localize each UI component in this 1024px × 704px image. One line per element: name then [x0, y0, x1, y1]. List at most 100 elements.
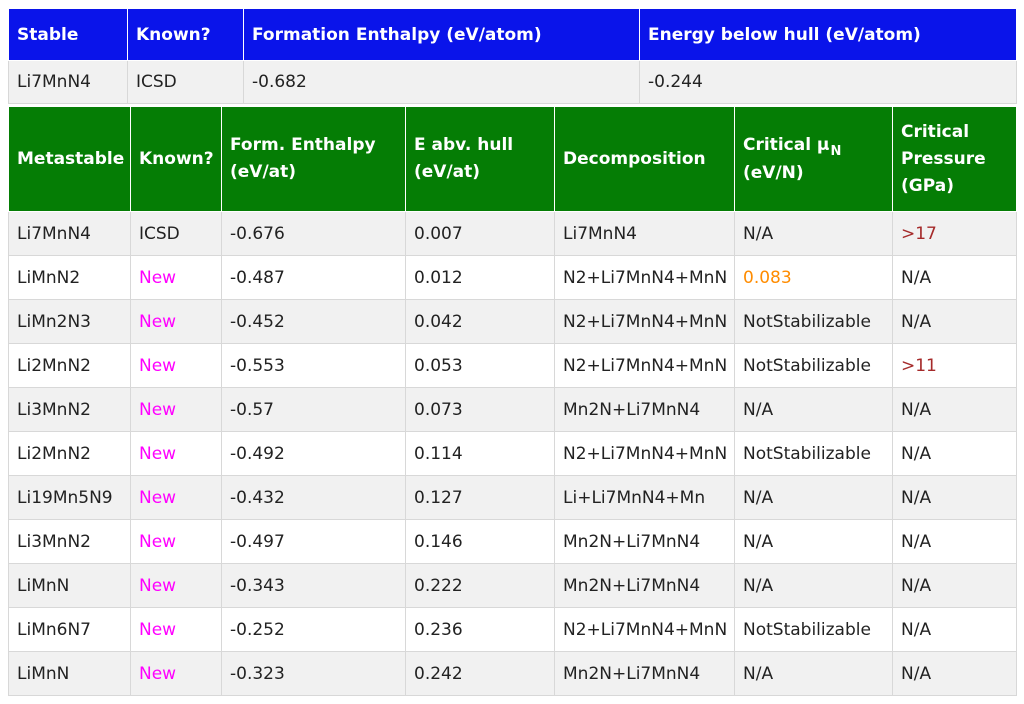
metastable-table: Metastable Known? Form. Enthalpy (eV/at)…	[8, 106, 1017, 696]
critical-pressure-line2: Pressure	[901, 148, 986, 169]
form-enthalpy-cell: -0.676	[221, 211, 406, 256]
stable-energy-below-hull: -0.244	[639, 60, 1017, 104]
critical-pressure-cell: >17	[892, 211, 1017, 256]
critical-mu-subscript: N	[830, 143, 842, 159]
known-cell: New	[130, 387, 222, 432]
e-abv-hull-cell: 0.222	[405, 563, 555, 608]
form-enthalpy-cell: -0.487	[221, 255, 406, 300]
critical-pressure-cell: N/A	[892, 431, 1017, 476]
meta-header-e-abv-hull: E abv. hull (eV/at)	[405, 106, 555, 212]
critical-mu-cell: N/A	[734, 211, 893, 256]
decomposition-cell: N2+Li7MnN4+MnN	[554, 607, 735, 652]
stable-header-row: Stable Known? Formation Enthalpy (eV/ato…	[8, 8, 1017, 61]
metastable-table-body: Li7MnN4 ICSD -0.676 0.007 Li7MnN4 N/A >17 LiMnN…	[8, 211, 1017, 696]
meta-header-decomposition: Decomposition	[554, 106, 735, 212]
decomposition-cell: N2+Li7MnN4+MnN	[554, 431, 735, 476]
compound-cell: Li3MnN2	[8, 519, 131, 564]
stable-header-formation-enthalpy: Formation Enthalpy (eV/atom)	[243, 8, 640, 61]
compound-cell: LiMnN	[8, 563, 131, 608]
table-row: Li3MnN2 New -0.57 0.073 Mn2N+Li7MnN4 N/A N/A	[8, 387, 1017, 432]
critical-mu-cell: NotStabilizable	[734, 607, 893, 652]
critical-pressure-cell: N/A	[892, 607, 1017, 652]
e-abv-hull-cell: 0.146	[405, 519, 555, 564]
form-enthalpy-cell: -0.432	[221, 475, 406, 520]
stable-formation-enthalpy: -0.682	[243, 60, 640, 104]
meta-header-known: Known?	[130, 106, 222, 212]
form-enthalpy-line1: Form. Enthalpy	[230, 135, 376, 155]
table-row: LiMnN New -0.343 0.222 Mn2N+Li7MnN4 N/A N/A	[8, 563, 1017, 608]
stable-header-known: Known?	[127, 8, 244, 61]
table-row: Li3MnN2 New -0.497 0.146 Mn2N+Li7MnN4 N/A N/A	[8, 519, 1017, 564]
table-row: LiMnN New -0.323 0.242 Mn2N+Li7MnN4 N/A N/A	[8, 651, 1017, 696]
e-abv-hull-cell: 0.073	[405, 387, 555, 432]
form-enthalpy-cell: -0.497	[221, 519, 406, 564]
known-cell: New	[130, 255, 222, 300]
critical-pressure-cell: >11	[892, 343, 1017, 388]
compound-cell: Li19Mn5N9	[8, 475, 131, 520]
decomposition-cell: N2+Li7MnN4+MnN	[554, 343, 735, 388]
form-enthalpy-cell: -0.252	[221, 607, 406, 652]
meta-header-critical-pressure: Critical Pressure (GPa)	[892, 106, 1017, 212]
stable-known: ICSD	[127, 60, 244, 104]
critical-pressure-cell: N/A	[892, 519, 1017, 564]
compound-cell: Li2MnN2	[8, 343, 131, 388]
e-abv-hull-line2: (eV/at)	[414, 162, 481, 182]
critical-mu-cell: N/A	[734, 387, 893, 432]
table-row: LiMn2N3 New -0.452 0.042 N2+Li7MnN4+MnN NotSt…	[8, 299, 1017, 344]
decomposition-cell: Mn2N+Li7MnN4	[554, 387, 735, 432]
critical-mu-cell: 0.083	[734, 255, 893, 300]
critical-mu-cell: N/A	[734, 519, 893, 564]
critical-mu-cell: NotStabilizable	[734, 431, 893, 476]
form-enthalpy-cell: -0.492	[221, 431, 406, 476]
compound-cell: Li2MnN2	[8, 431, 131, 476]
compound-cell: Li7MnN4	[8, 211, 131, 256]
critical-pressure-cell: N/A	[892, 255, 1017, 300]
known-cell: New	[130, 563, 222, 608]
known-cell: New	[130, 431, 222, 476]
known-cell: New	[130, 651, 222, 696]
metastable-header-row: Metastable Known? Form. Enthalpy (eV/at)…	[8, 106, 1017, 212]
critical-mu-cell: N/A	[734, 651, 893, 696]
critical-mu-cell: NotStabilizable	[734, 299, 893, 344]
critical-mu-cell: NotStabilizable	[734, 343, 893, 388]
critical-mu-cell: N/A	[734, 563, 893, 608]
critical-pressure-cell: N/A	[892, 563, 1017, 608]
e-abv-hull-cell: 0.053	[405, 343, 555, 388]
decomposition-cell: N2+Li7MnN4+MnN	[554, 255, 735, 300]
compound-cell: LiMnN	[8, 651, 131, 696]
known-cell: New	[130, 607, 222, 652]
e-abv-hull-cell: 0.114	[405, 431, 555, 476]
critical-mu-line1: Critical μN	[743, 132, 884, 160]
stable-header-stable: Stable	[8, 8, 128, 61]
form-enthalpy-cell: -0.343	[221, 563, 406, 608]
meta-header-metastable: Metastable	[8, 106, 131, 212]
decomposition-cell: Li7MnN4	[554, 211, 735, 256]
table-row: Li2MnN2 New -0.553 0.053 N2+Li7MnN4+MnN NotSt…	[8, 343, 1017, 388]
table-row: LiMnN2 New -0.487 0.012 N2+Li7MnN4+MnN 0.083 N…	[8, 255, 1017, 300]
e-abv-hull-cell: 0.007	[405, 211, 555, 256]
critical-pressure-line3: (GPa)	[901, 175, 954, 196]
critical-mu-text: Critical μ	[743, 134, 830, 155]
compound-cell: Li3MnN2	[8, 387, 131, 432]
decomposition-cell: Mn2N+Li7MnN4	[554, 519, 735, 564]
form-enthalpy-line2: (eV/at)	[230, 162, 297, 182]
decomposition-cell: Mn2N+Li7MnN4	[554, 651, 735, 696]
critical-pressure-cell: N/A	[892, 387, 1017, 432]
table-row: Li2MnN2 New -0.492 0.114 N2+Li7MnN4+MnN NotSt…	[8, 431, 1017, 476]
e-abv-hull-line1: E abv. hull	[414, 135, 514, 155]
compound-cell: LiMnN2	[8, 255, 131, 300]
e-abv-hull-cell: 0.012	[405, 255, 555, 300]
compound-cell: LiMn2N3	[8, 299, 131, 344]
meta-header-form-enthalpy: Form. Enthalpy (eV/at)	[221, 106, 406, 212]
critical-mu-line2: (eV/N)	[743, 162, 804, 183]
e-abv-hull-cell: 0.242	[405, 651, 555, 696]
critical-mu-cell: N/A	[734, 475, 893, 520]
decomposition-cell: Li+Li7MnN4+Mn	[554, 475, 735, 520]
e-abv-hull-cell: 0.042	[405, 299, 555, 344]
critical-pressure-cell: N/A	[892, 299, 1017, 344]
e-abv-hull-cell: 0.236	[405, 607, 555, 652]
table-row: Li19Mn5N9 New -0.432 0.127 Li+Li7MnN4+Mn N/A N…	[8, 475, 1017, 520]
form-enthalpy-cell: -0.57	[221, 387, 406, 432]
known-cell: New	[130, 519, 222, 564]
critical-pressure-cell: N/A	[892, 475, 1017, 520]
